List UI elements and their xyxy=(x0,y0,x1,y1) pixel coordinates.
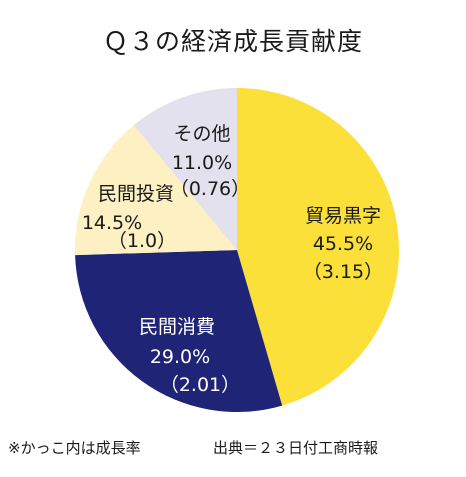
slice-name-private-investment: 民間投資 xyxy=(98,183,174,205)
pie-slice-private-investment xyxy=(75,125,237,256)
slice-rate-other: （0.76） xyxy=(170,178,250,200)
chart-title: Ｑ３の経済成長貢献度 xyxy=(102,27,363,56)
slice-percent-private-consumption: 29.0% xyxy=(150,346,210,368)
source-credit: 出典＝２３日付工商時報 xyxy=(213,439,379,457)
footnote: ※かっこ内は成長率 xyxy=(8,439,141,457)
pie-slice-private-consumption xyxy=(75,250,283,412)
slice-percent-private-investment: 14.5% xyxy=(82,212,142,234)
slice-rate-trade-surplus: （3.15） xyxy=(303,261,383,283)
slice-rate-private-investment: （1.0） xyxy=(108,230,176,252)
slice-percent-other: 11.0% xyxy=(172,152,232,174)
slice-name-other: その他 xyxy=(173,123,230,145)
pie-slice-other xyxy=(133,88,237,250)
slice-percent-trade-surplus: 45.5% xyxy=(313,233,373,255)
pie-slice-trade-surplus xyxy=(237,88,399,406)
slice-name-private-consumption: 民間消費 xyxy=(139,316,215,338)
slice-rate-private-consumption: （2.01） xyxy=(160,374,240,396)
slice-name-trade-surplus: 貿易黒字 xyxy=(305,205,381,227)
